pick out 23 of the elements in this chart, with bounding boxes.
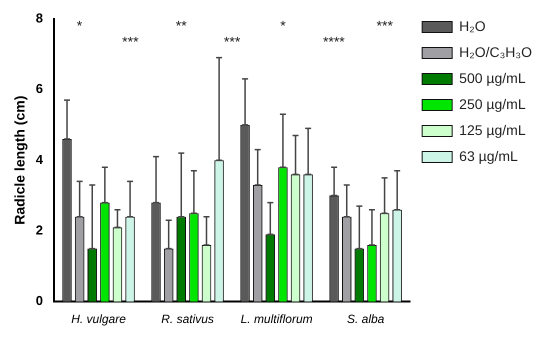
y-tick-label: 4 [36, 152, 44, 167]
x-tick-label: R. sativus [161, 312, 214, 326]
annotation: ** [176, 18, 188, 34]
annotation: *** [122, 34, 140, 50]
legend-label: H₂O/C₃H₃O [459, 44, 532, 60]
y-tick-label: 6 [36, 81, 44, 96]
annotation: **** [322, 34, 346, 50]
annotation: * [76, 18, 83, 34]
annotation: *** [224, 34, 241, 50]
legend-label: 125 µg/mL [459, 122, 526, 138]
x-tick-label: L. multiflorum [240, 312, 313, 326]
annotation: * [280, 18, 286, 34]
legend-label: H₂O [459, 18, 486, 34]
legend-label: 250 µg/mL [459, 96, 526, 112]
y-tick-label: 0 [36, 293, 44, 308]
x-tick-label: S. alba [346, 312, 385, 326]
legend-label: 500 µg/mL [459, 70, 526, 86]
x-tick-label: H. vulgare [71, 312, 126, 326]
annotation: *** [376, 18, 394, 34]
y-tick-label: 8 [36, 10, 44, 26]
y-tick-label: 2 [36, 222, 44, 238]
y-axis-title: Radicle length (cm) [11, 96, 28, 225]
legend-label: 63 µg/mL [459, 148, 518, 164]
